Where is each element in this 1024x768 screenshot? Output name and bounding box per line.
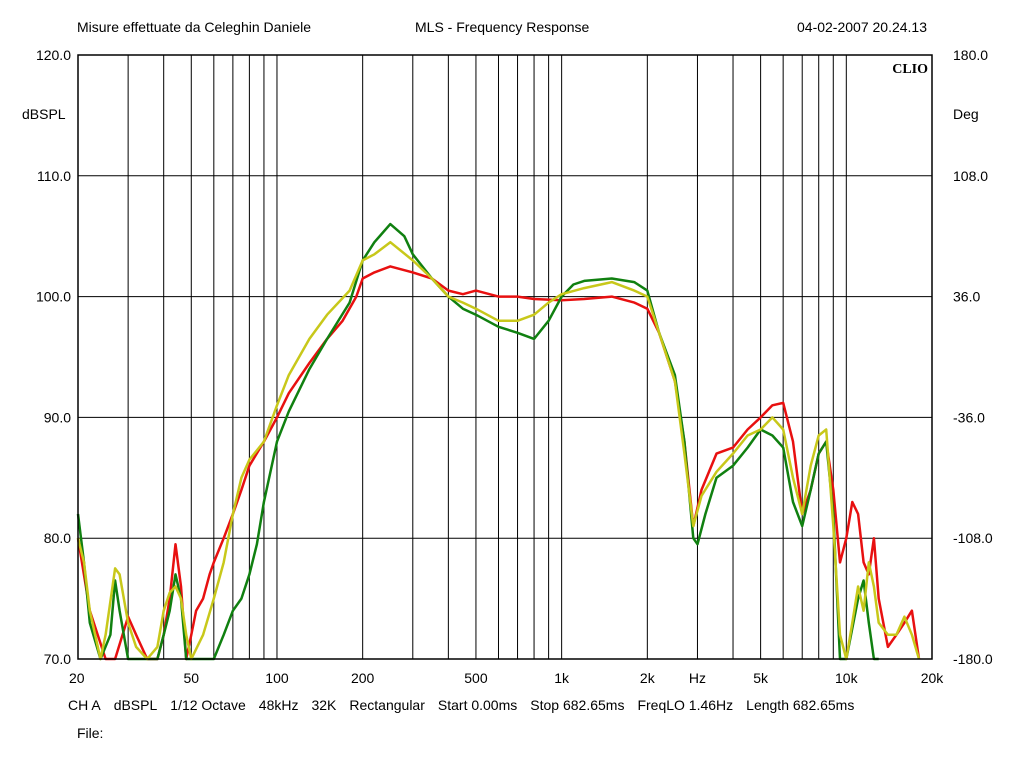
- status-length: Length 682.65ms: [746, 697, 855, 713]
- status-start: Start 0.00ms: [437, 697, 518, 713]
- y-tick-label: 100.0: [36, 289, 71, 305]
- x-tick-label: 20k: [921, 670, 945, 686]
- header-timestamp: 04-02-2007 20.24.13: [797, 19, 927, 35]
- status-freqlo: FreqLO 1.46Hz: [637, 697, 734, 713]
- y-tick-label: 120.0: [36, 47, 71, 63]
- tick-labels: 70.0 80.0 90.0 100.0 110.0 120.0 -180.0 -108.0 -…: [36, 47, 993, 686]
- status-samplerate: 48kHz: [258, 697, 299, 713]
- x-axis-label: Hz: [689, 670, 706, 686]
- y2-tick-label: 180.0: [953, 47, 988, 63]
- y2-tick-label: 36.0: [953, 289, 980, 305]
- status-stop: Stop 682.65ms: [530, 697, 625, 713]
- x-tick-label: 10k: [835, 670, 859, 686]
- series-line-0: [76, 265, 921, 661]
- plot-frame: [77, 54, 933, 660]
- grid-lines: [78, 55, 932, 659]
- y2-tick-label: -180.0: [953, 651, 993, 667]
- status-size: 32K: [311, 697, 337, 713]
- y-tick-label: 90.0: [44, 409, 71, 425]
- series-group: [76, 222, 921, 661]
- x-tick-label: 50: [183, 670, 199, 686]
- y2-tick-label: -108.0: [953, 530, 993, 546]
- header-left: Misure effettuate da Celeghin Daniele: [77, 19, 312, 35]
- x-tick-label: 200: [351, 670, 375, 686]
- x-tick-label: 5k: [753, 670, 769, 686]
- y-axis-label: dBSPL: [22, 106, 66, 122]
- y-tick-label: 80.0: [44, 530, 71, 546]
- y2-axis-label: Deg: [953, 106, 979, 122]
- status-smoothing: 1/12 Octave: [170, 697, 246, 713]
- y-tick-label: 70.0: [44, 651, 71, 667]
- status-bar: CH A dBSPL 1/12 Octave 48kHz 32K Rectang…: [68, 697, 867, 713]
- x-tick-label: 20: [69, 670, 85, 686]
- series-line-1: [76, 222, 879, 661]
- y-tick-label: 110.0: [37, 168, 71, 184]
- brand-logo: CLIO: [892, 62, 928, 77]
- y2-tick-label: -36.0: [953, 409, 985, 425]
- status-channel: CH A: [68, 697, 101, 713]
- chart-title: MLS - Frequency Response: [415, 19, 590, 35]
- file-label: File:: [77, 725, 104, 741]
- y2-tick-label: 108.0: [953, 168, 988, 184]
- status-window: Rectangular: [349, 697, 425, 713]
- x-tick-label: 1k: [554, 670, 570, 686]
- x-tick-label: 2k: [640, 670, 656, 686]
- series-line-2: [76, 240, 921, 661]
- x-tick-label: 500: [464, 670, 488, 686]
- status-unit: dBSPL: [113, 697, 158, 713]
- x-tick-label: 100: [265, 670, 289, 686]
